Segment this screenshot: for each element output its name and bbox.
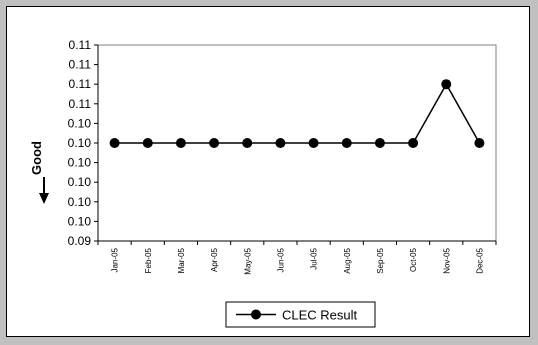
data-point: [408, 138, 419, 148]
y-tick-label: 0.10: [68, 175, 92, 189]
x-tick-label: Jan-05: [111, 247, 120, 272]
y-axis-label: Good: [29, 141, 44, 175]
x-tick-label: Nov-05: [442, 247, 451, 273]
y-tick-label: 0.09: [68, 234, 92, 248]
arrow-down-icon: [39, 193, 49, 204]
y-tick-label: 0.10: [68, 116, 92, 130]
data-point: [175, 138, 186, 148]
chart-area: 0.09 0.10 0.10 0.10 0.10 0.10 0.10 0.11 0.11 0.11…: [6, 6, 530, 337]
x-tick-label: Oct-05: [409, 247, 418, 272]
data-point: [109, 138, 120, 148]
x-tick-label: Aug-05: [343, 247, 352, 273]
y-tick-label: 0.11: [69, 77, 92, 91]
legend-label: CLEC Result: [282, 308, 358, 323]
x-tick-label: Feb-05: [144, 247, 153, 273]
y-tick-label: 0.10: [68, 156, 92, 170]
data-point: [441, 79, 452, 90]
legend-marker: [251, 309, 261, 320]
data-point: [275, 138, 286, 148]
x-tick-label: Jul-05: [310, 247, 319, 269]
data-point: [242, 138, 253, 148]
y-tick-label: 0.11: [69, 97, 92, 111]
data-point: [308, 138, 319, 148]
line-chart: 0.09 0.10 0.10 0.10 0.10 0.10 0.10 0.11 0.11 0.11…: [29, 38, 497, 328]
y-tick-label: 0.10: [68, 136, 92, 150]
data-point: [209, 138, 220, 148]
data-point: [142, 138, 153, 148]
x-tick-label: Sep-05: [376, 247, 385, 273]
data-point: [374, 138, 385, 148]
y-tick-label: 0.11: [69, 58, 92, 72]
x-tick-label: Jun-05: [276, 247, 285, 272]
series-line: [114, 82, 481, 144]
y-tick-label: 0.11: [69, 38, 92, 52]
x-tick-label: Mar-05: [177, 247, 186, 273]
data-point: [474, 138, 485, 148]
y-tick-label: 0.10: [68, 195, 92, 209]
x-tick-label: Dec-05: [475, 247, 484, 273]
y-tick-label: 0.10: [68, 214, 92, 228]
x-tick-label: May-05: [243, 247, 252, 274]
data-point: [341, 138, 352, 148]
x-tick-label: Apr-05: [210, 247, 219, 272]
